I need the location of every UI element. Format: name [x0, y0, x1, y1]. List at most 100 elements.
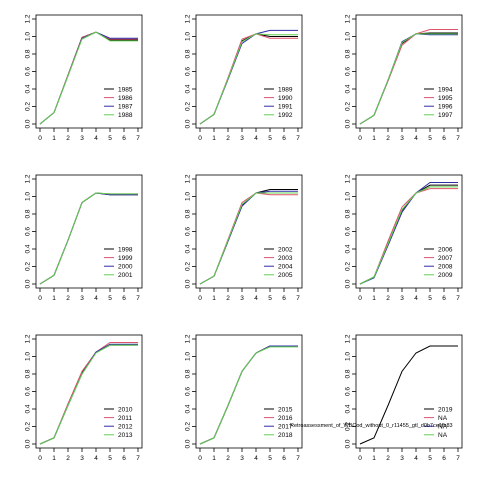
- legend-label: 1996: [438, 104, 453, 111]
- y-tick-label: 0.8: [185, 209, 192, 218]
- y-tick-label: 0.4: [345, 84, 352, 93]
- y-tick-label: 1.2: [25, 334, 32, 343]
- y-tick-label: 0.4: [25, 84, 32, 93]
- y-tick-label: 0.6: [185, 67, 192, 76]
- legend-label: 1988: [118, 112, 133, 119]
- y-tick-label: 0.4: [25, 404, 32, 413]
- x-tick-label: 6: [442, 455, 446, 462]
- y-tick-label: 0.6: [25, 227, 32, 236]
- y-tick-label: 1.0: [345, 352, 352, 361]
- x-tick-label: 5: [108, 135, 112, 142]
- y-tick-label: 0.8: [185, 49, 192, 58]
- y-tick-label: 0.2: [185, 422, 192, 431]
- y-tick-label: 0.0: [185, 439, 192, 448]
- x-tick-label: 2: [226, 295, 230, 302]
- y-tick-label: 0.8: [345, 369, 352, 378]
- x-tick-label: 5: [428, 455, 432, 462]
- series-line-2019: [359, 345, 458, 445]
- legend-label: 2006: [438, 246, 453, 253]
- legend-label: 2018: [278, 432, 293, 439]
- y-tick-label: 0.2: [345, 102, 352, 111]
- legend-label: 2016: [278, 415, 293, 422]
- legend-label: 1992: [278, 112, 293, 119]
- x-tick-label: 3: [80, 295, 84, 302]
- x-tick-label: 7: [296, 135, 300, 142]
- legend-label: 2017: [278, 424, 293, 431]
- x-tick-label: 3: [400, 135, 404, 142]
- y-tick-label: 0.6: [185, 387, 192, 396]
- y-tick-label: 0.4: [185, 404, 192, 413]
- x-tick-label: 0: [358, 455, 362, 462]
- x-tick-label: 2: [386, 295, 390, 302]
- x-tick-label: 4: [414, 455, 418, 462]
- y-tick-label: 0.0: [345, 119, 352, 128]
- x-tick-label: 4: [94, 135, 98, 142]
- legend-label: 1994: [438, 86, 453, 93]
- y-tick-label: 0.2: [25, 102, 32, 111]
- y-tick-label: 1.0: [25, 32, 32, 41]
- x-tick-label: 2: [386, 455, 390, 462]
- legend-label: 2004: [278, 264, 293, 271]
- x-tick-label: 6: [282, 295, 286, 302]
- x-tick-label: 5: [268, 295, 272, 302]
- legend-label: 2001: [118, 272, 133, 279]
- y-tick-label: 0.2: [25, 262, 32, 271]
- chart-panel-3: 0 1 2 3 4 5 6 7 0.0 0.2 0.4 0.6 0.8 1.0 1.2 1994 1995 199…: [345, 14, 463, 142]
- y-tick-label: 1.2: [25, 14, 32, 23]
- x-tick-label: 0: [38, 295, 42, 302]
- x-tick-label: 6: [122, 455, 126, 462]
- y-tick-label: 1.0: [25, 192, 32, 201]
- y-tick-label: 0.6: [345, 67, 352, 76]
- x-tick-label: 0: [198, 295, 202, 302]
- x-tick-label: 6: [122, 135, 126, 142]
- legend-label: 2007: [438, 255, 453, 262]
- chart-panel-2: 0 1 2 3 4 5 6 7 0.0 0.2 0.4 0.6 0.8 1.0 1.2 1989 1990 199…: [185, 14, 303, 142]
- legend-label: 2012: [118, 424, 133, 431]
- legend-label: NA: [438, 424, 448, 431]
- y-tick-label: 1.0: [185, 192, 192, 201]
- series-line-2009: [359, 186, 458, 285]
- y-tick-label: 1.2: [345, 334, 352, 343]
- y-tick-label: 0.8: [345, 49, 352, 58]
- y-tick-label: 0.8: [185, 369, 192, 378]
- y-tick-label: 1.2: [185, 14, 192, 23]
- legend-label: 2009: [438, 272, 453, 279]
- x-tick-label: 5: [108, 295, 112, 302]
- y-tick-label: 0.0: [345, 279, 352, 288]
- x-tick-label: 5: [268, 135, 272, 142]
- y-tick-label: 0.6: [185, 227, 192, 236]
- y-tick-label: 1.2: [185, 174, 192, 183]
- x-tick-label: 4: [254, 455, 258, 462]
- y-tick-label: 0.2: [25, 422, 32, 431]
- legend-label: 2013: [118, 432, 133, 439]
- x-tick-label: 3: [240, 295, 244, 302]
- series-line-2018: [199, 346, 298, 445]
- y-tick-label: 0.6: [345, 387, 352, 396]
- x-tick-label: 0: [198, 455, 202, 462]
- y-tick-label: 0.0: [185, 119, 192, 128]
- x-tick-label: 1: [212, 135, 216, 142]
- legend-label: 1999: [118, 255, 133, 262]
- y-tick-label: 0.0: [25, 439, 32, 448]
- y-tick-label: 0.0: [345, 439, 352, 448]
- x-tick-label: 7: [456, 455, 460, 462]
- legend-label: 2019: [438, 406, 453, 413]
- series-line-1988: [39, 31, 138, 125]
- chart-panel-8: 0 1 2 3 4 5 6 7 0.0 0.2 0.4 0.6 0.8 1.0 1.2 2015 2016 201…: [185, 334, 303, 462]
- chart-panel-4: 0 1 2 3 4 5 6 7 0.0 0.2 0.4 0.6 0.8 1.0 1.2 1998 1999 200…: [25, 174, 143, 302]
- chart-panel-7: 0 1 2 3 4 5 6 7 0.0 0.2 0.4 0.6 0.8 1.0 1.2 2010 2011 201…: [25, 334, 143, 462]
- y-tick-label: 0.0: [185, 279, 192, 288]
- x-tick-label: 1: [52, 455, 56, 462]
- y-tick-label: 1.0: [345, 192, 352, 201]
- x-tick-label: 1: [372, 135, 376, 142]
- x-tick-label: 6: [282, 135, 286, 142]
- legend-label: 2015: [278, 406, 293, 413]
- y-tick-label: 0.8: [25, 369, 32, 378]
- y-tick-label: 1.2: [345, 174, 352, 183]
- x-tick-label: 1: [212, 295, 216, 302]
- legend-label: 2000: [118, 264, 133, 271]
- x-tick-label: 4: [414, 295, 418, 302]
